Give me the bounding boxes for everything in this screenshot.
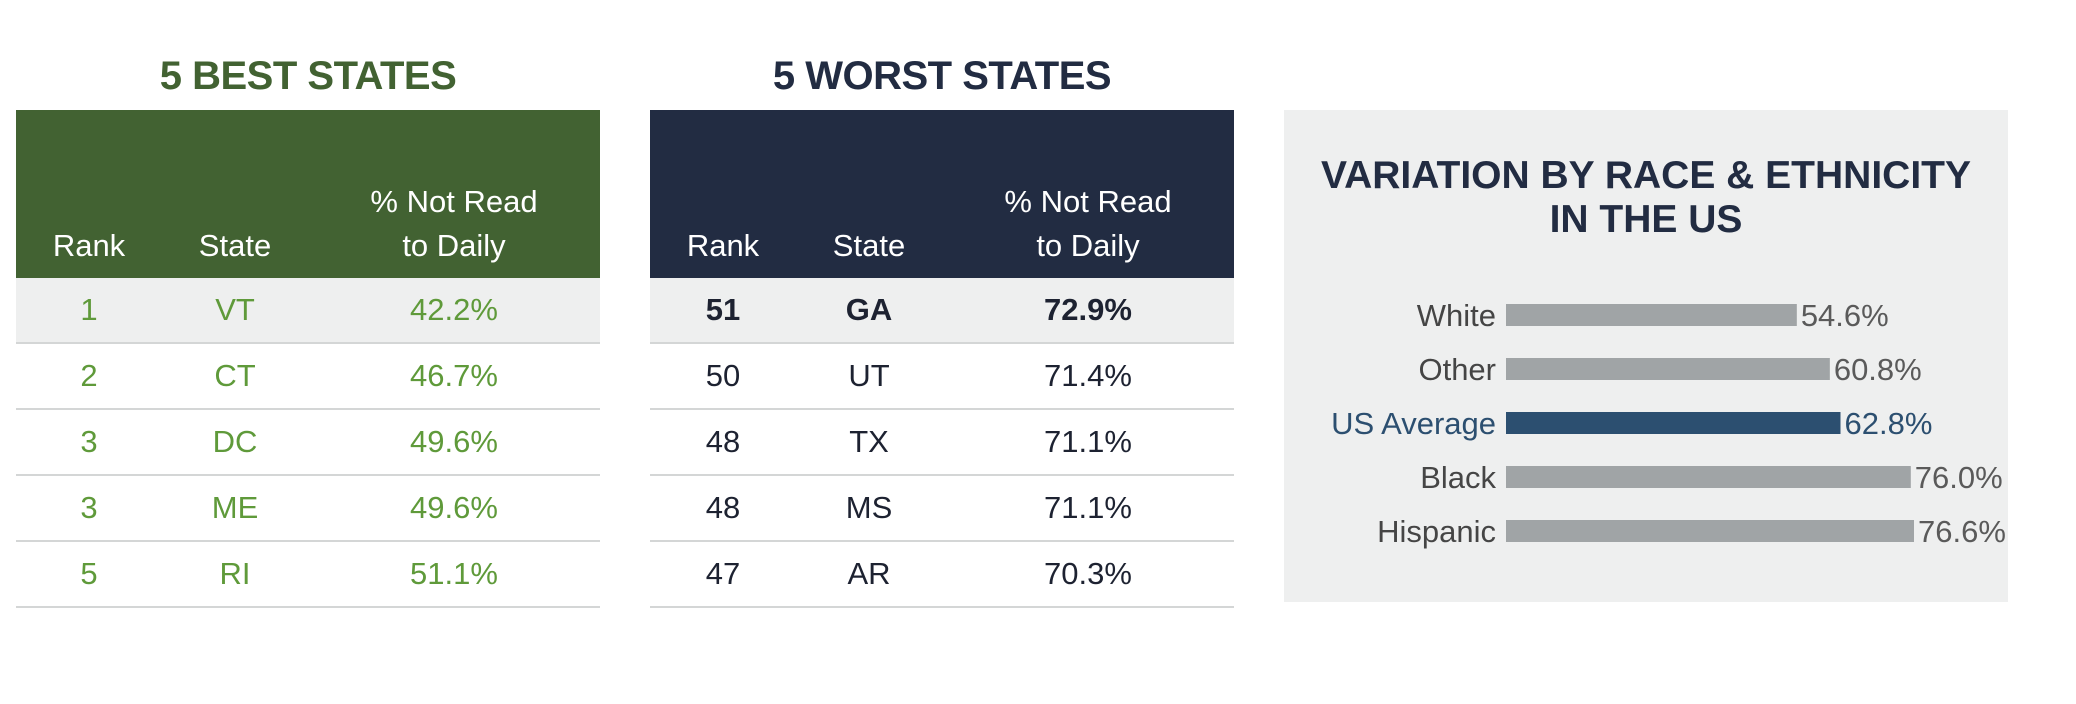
state-cell: TX — [849, 424, 889, 459]
state-cell: MS — [845, 490, 893, 525]
value-label-us-average: 62.8% — [1844, 406, 1932, 441]
table-row: 48 TX 71.1% — [650, 410, 1234, 476]
pct-cell: 71.1% — [1044, 424, 1132, 459]
table-row: 47 AR 70.3% — [650, 542, 1234, 608]
rank-cell: 47 — [705, 556, 741, 591]
chart-title-line2: IN THE US — [1549, 198, 1743, 241]
best-states-title: 5 BEST STATES — [159, 54, 457, 98]
pct-cell: 49.6% — [410, 490, 498, 525]
chart-title: VARIATION BY RACE & ETHNICITY IN THE US — [1284, 154, 2008, 242]
state-cell: GA — [845, 292, 893, 327]
value-label-black: 76.0% — [1915, 460, 2003, 495]
pct-cell: 70.3% — [1044, 556, 1132, 591]
value-label-other: 60.8% — [1834, 352, 1922, 387]
pct-cell: 49.6% — [410, 424, 498, 459]
table-row: 1 VT 42.2% — [16, 278, 600, 344]
rank-cell: 50 — [705, 358, 741, 393]
table-row: 50 UT 71.4% — [650, 344, 1234, 410]
rank-cell: 5 — [80, 556, 98, 591]
worst-table-header: Rank State % Not Read to Daily — [650, 110, 1234, 278]
state-cell: RI — [219, 556, 251, 591]
rank-header: Rank — [686, 228, 760, 263]
bar-us-average — [1506, 412, 1841, 434]
pct-header-line2: to Daily — [402, 228, 506, 263]
rank-cell: 48 — [705, 424, 741, 459]
state-cell: CT — [214, 358, 256, 393]
rank-cell: 48 — [705, 490, 741, 525]
race-ethnicity-panel: VARIATION BY RACE & ETHNICITY IN THE US … — [1284, 110, 2008, 602]
state-cell: UT — [848, 358, 890, 393]
pct-header-line1: % Not Read — [1004, 184, 1172, 219]
category-label-us-average: US Average — [1331, 406, 1496, 441]
pct-header-line2: to Daily — [1036, 228, 1140, 263]
category-label-other: Other — [1418, 352, 1496, 387]
table-row: 51 GA 72.9% — [650, 278, 1234, 344]
bar-other — [1506, 358, 1830, 380]
bar-white — [1506, 304, 1797, 326]
pct-header-line1: % Not Read — [370, 184, 538, 219]
table-row: 5 RI 51.1% — [16, 542, 600, 608]
state-cell: ME — [211, 490, 259, 525]
table-row: 2 CT 46.7% — [16, 344, 600, 410]
category-label-hispanic: Hispanic — [1377, 514, 1496, 549]
pct-header: % Not Read to Daily — [942, 180, 1234, 278]
bar-hispanic — [1506, 520, 1914, 542]
worst-states-table: Rank State % Not Read to Daily 51 GA 72.… — [650, 110, 1234, 608]
value-label-hispanic: 76.6% — [1918, 514, 2006, 549]
best-states-table: Rank State % Not Read to Daily 1 VT 42.2… — [16, 110, 600, 608]
category-label-white: White — [1417, 298, 1496, 333]
value-label-white: 54.6% — [1801, 298, 1889, 333]
rank-cell: 1 — [80, 292, 98, 327]
best-table-header: Rank State % Not Read to Daily — [16, 110, 600, 278]
pct-cell: 42.2% — [410, 292, 498, 327]
bar-black — [1506, 466, 1911, 488]
state-cell: AR — [847, 556, 891, 591]
pct-cell: 51.1% — [410, 556, 498, 591]
race-ethnicity-bar-chart: White 54.6% Other 60.8% US Average 62.8% Black… — [1331, 298, 2006, 549]
rank-cell: 3 — [80, 490, 98, 525]
pct-cell: 72.9% — [1044, 292, 1132, 327]
rank-cell: 51 — [705, 292, 741, 327]
state-cell: VT — [215, 292, 255, 327]
pct-cell: 46.7% — [410, 358, 498, 393]
rank-header: Rank — [52, 228, 126, 263]
chart-title-line1: VARIATION BY RACE & ETHNICITY — [1320, 154, 1972, 197]
category-label-black: Black — [1420, 460, 1496, 495]
pct-cell: 71.1% — [1044, 490, 1132, 525]
table-row: 48 MS 71.1% — [650, 476, 1234, 542]
pct-cell: 71.4% — [1044, 358, 1132, 393]
rank-cell: 2 — [80, 358, 98, 393]
rank-cell: 3 — [80, 424, 98, 459]
table-row: 3 ME 49.6% — [16, 476, 600, 542]
state-cell: DC — [212, 424, 258, 459]
state-header: State — [832, 228, 906, 263]
table-row: 3 DC 49.6% — [16, 410, 600, 476]
worst-states-title: 5 WORST STATES — [772, 54, 1112, 98]
state-header: State — [198, 228, 272, 263]
pct-header: % Not Read to Daily — [308, 180, 600, 278]
